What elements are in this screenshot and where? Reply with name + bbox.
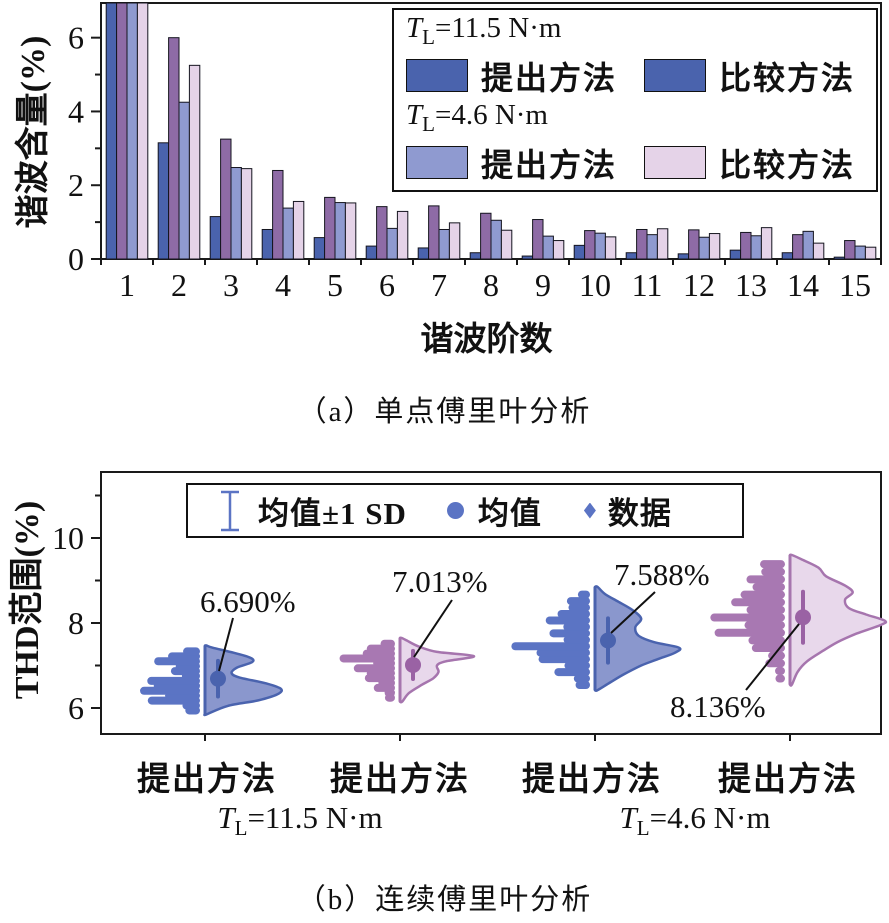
data-diamond-icon: [583, 502, 596, 519]
caption-b: （b）连续傅里叶分析: [296, 884, 593, 916]
legend-swatch-proposed-4.6: [406, 146, 468, 180]
svg-text:2: 2: [171, 267, 187, 303]
violin-x-label-2: 提出方法: [330, 762, 470, 798]
svg-text:0: 0: [68, 241, 84, 277]
caption-a: （a）单点傅里叶分析: [297, 396, 592, 428]
violin-chart-canvas: 6 8 10 6.690% 7.013% 7.588% 8.136%: [52, 471, 888, 741]
svg-text:6: 6: [68, 20, 84, 56]
mean-annotation-2: 7.013%: [392, 564, 488, 599]
svg-text:9: 9: [535, 267, 551, 303]
legend-label-compared-4.6: 比较方法: [719, 146, 856, 183]
torque-symbol: T: [217, 800, 235, 835]
torque-symbol: T: [406, 12, 423, 44]
svg-text:12: 12: [683, 267, 715, 303]
torque-value-1: =11.5 N·m: [434, 12, 562, 44]
bar-chart-x-axis-title: 谐波阶数: [420, 322, 553, 358]
mean-annotation-1: 6.690%: [200, 584, 296, 619]
legend-swatch-proposed-11.5: [406, 59, 468, 93]
violin-2: [339, 636, 476, 704]
legend-condition-2: TL=4.6 N·m: [406, 99, 876, 140]
mean-annotation-4: 8.136%: [670, 689, 766, 724]
violin-x-label-4: 提出方法: [718, 762, 858, 798]
violin-x-label-3: 提出方法: [522, 762, 662, 798]
violin-group-label-1: TL=11.5 N·m: [150, 800, 450, 841]
torque-subscript: L: [422, 24, 435, 49]
violin-x-label-1: 提出方法: [137, 762, 277, 798]
svg-text:7: 7: [431, 267, 447, 303]
torque-symbol: T: [619, 800, 637, 835]
svg-text:6: 6: [68, 690, 84, 726]
torque-symbol: T: [406, 98, 423, 131]
torque-value-2: =4.6 N·m: [434, 98, 548, 131]
svg-text:14: 14: [787, 267, 819, 303]
svg-text:15: 15: [839, 267, 871, 303]
legend-condition-1: TL=11.5 N·m: [406, 12, 876, 53]
svg-text:5: 5: [327, 267, 343, 303]
svg-text:6: 6: [379, 267, 395, 303]
torque-subscript: L: [636, 816, 650, 841]
torque-value: =11.5 N·m: [247, 800, 383, 835]
svg-text:8: 8: [68, 605, 84, 641]
svg-text:3: 3: [223, 267, 239, 303]
svg-text:8: 8: [483, 267, 499, 303]
violin-group-label-2: TL=4.6 N·m: [545, 800, 845, 841]
violin-4: [710, 553, 888, 687]
svg-text:2: 2: [68, 167, 84, 203]
torque-subscript: L: [422, 111, 435, 136]
legend-swatch-compared-4.6: [644, 146, 707, 180]
legend-swatch-compared-11.5: [644, 59, 707, 93]
violin-3: [511, 585, 682, 692]
svg-text:13: 13: [735, 267, 767, 303]
mean-dot-icon: [446, 502, 464, 519]
svg-text:10: 10: [579, 267, 611, 303]
legend-label-proposed-4.6: 提出方法: [481, 146, 618, 183]
errorbar-icon: [221, 490, 239, 531]
legend-row-11.5: 提出方法 比较方法: [406, 53, 876, 99]
svg-text:4: 4: [68, 93, 84, 129]
bar-chart-legend: TL=11.5 N·m 提出方法 比较方法 TL=4.6 N·m 提出方法 比较…: [392, 8, 878, 192]
legend-errorbar-label: 均值±1 SD: [258, 496, 407, 531]
svg-text:4: 4: [275, 267, 291, 303]
violin-chart-legend: 均值±1 SD 均值 数据: [186, 483, 744, 538]
violin-chart-y-axis-title: THD范围(%): [9, 500, 46, 700]
bar-series-group: [105, 2, 877, 260]
torque-subscript: L: [234, 816, 248, 841]
legend-label-proposed-11.5: 提出方法: [481, 59, 618, 96]
svg-text:1: 1: [119, 267, 135, 303]
legend-mean-label: 均值: [477, 496, 542, 531]
bar-chart-y-axis-title: 谐波含量(%): [15, 35, 52, 229]
torque-value: =4.6 N·m: [649, 800, 771, 835]
legend-row-4.6: 提出方法 比较方法: [406, 140, 876, 186]
violin-1: [140, 644, 283, 717]
svg-text:10: 10: [52, 520, 84, 556]
legend-label-compared-11.5: 比较方法: [719, 59, 856, 96]
legend-data-label: 数据: [607, 496, 672, 531]
mean-annotation-3: 7.588%: [614, 557, 710, 592]
svg-text:11: 11: [632, 267, 663, 303]
